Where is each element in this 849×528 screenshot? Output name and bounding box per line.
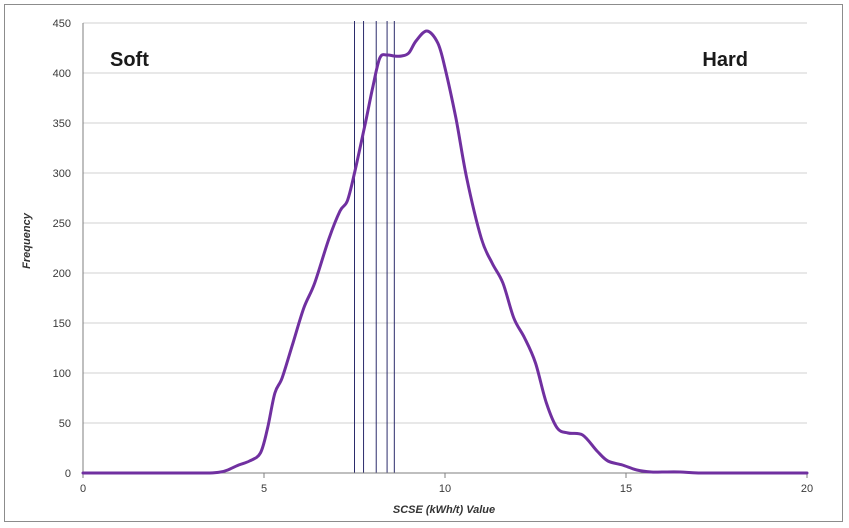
y-tick-label: 450 bbox=[53, 18, 71, 30]
y-tick-label: 150 bbox=[53, 318, 71, 330]
y-tick-label: 50 bbox=[59, 418, 71, 430]
series-line bbox=[81, 29, 809, 475]
y-tick-label: 400 bbox=[53, 68, 71, 80]
x-tick-label: 0 bbox=[80, 483, 86, 495]
x-tick-label: 20 bbox=[801, 483, 813, 495]
x-axis-title: SCSE (kWh/t) Value bbox=[393, 504, 495, 516]
x-tick-label: 10 bbox=[439, 483, 451, 495]
gridlines bbox=[83, 22, 807, 424]
y-tick-label: 250 bbox=[53, 218, 71, 230]
y-tick-label: 200 bbox=[53, 268, 71, 280]
annotation-hard: Hard bbox=[702, 49, 748, 71]
y-axis-title: Frequency bbox=[21, 212, 33, 269]
x-tick-label: 5 bbox=[261, 483, 267, 495]
annotation-soft: Soft bbox=[110, 49, 149, 71]
y-tick-label: 350 bbox=[53, 118, 71, 130]
axes bbox=[82, 23, 808, 478]
y-tick-label: 100 bbox=[53, 368, 71, 380]
y-tick-labels: 0 50 100 150 200 250 300 350 400 450 bbox=[53, 18, 71, 480]
vertical-markers bbox=[354, 21, 395, 473]
x-tick-label: 15 bbox=[620, 483, 632, 495]
y-tick-label: 0 bbox=[65, 468, 71, 480]
y-tick-label: 300 bbox=[53, 168, 71, 180]
x-tick-labels: 0 5 10 15 20 bbox=[80, 483, 813, 495]
chart-frame bbox=[4, 4, 843, 522]
